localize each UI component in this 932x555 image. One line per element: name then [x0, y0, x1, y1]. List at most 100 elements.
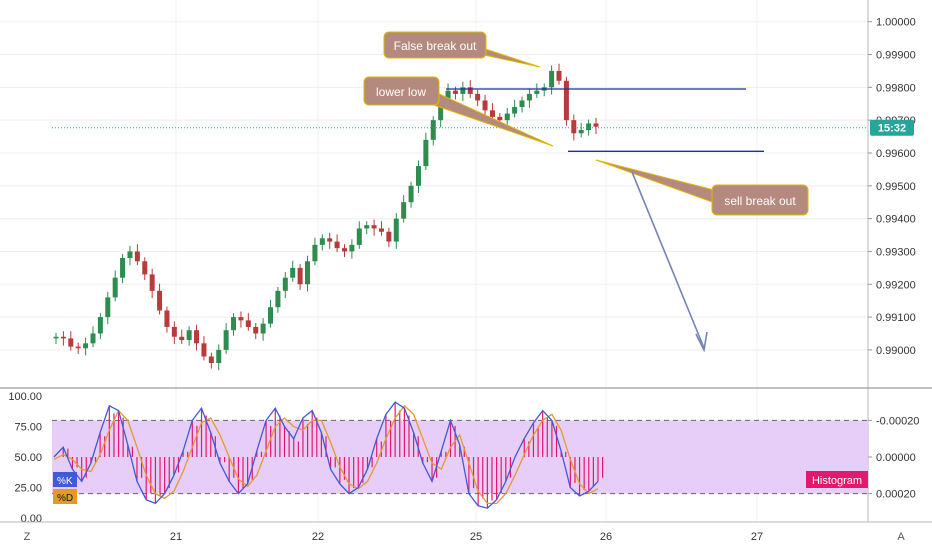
candle-body	[297, 267, 303, 285]
candle-body	[526, 93, 532, 101]
candle-body	[60, 336, 66, 339]
candle-body	[467, 87, 473, 94]
time-tick-label: 27	[751, 531, 763, 543]
candle-body	[142, 261, 148, 275]
candle-body	[504, 113, 510, 121]
stoch-k-line	[53, 401, 599, 509]
candle-body	[186, 330, 192, 341]
candle-body	[393, 218, 399, 242]
price-tick-label: 0.99800	[876, 82, 916, 94]
candle-body	[282, 277, 288, 291]
candle-body	[90, 333, 96, 344]
candle-body	[593, 123, 599, 127]
candle-body	[112, 277, 118, 298]
candle-body	[534, 90, 540, 94]
candle-body	[341, 248, 347, 252]
candle-body	[134, 251, 140, 262]
candle-body	[194, 330, 200, 344]
legend-d-swatch[interactable]	[53, 489, 77, 504]
callout-sell-break-text: sell break out	[724, 194, 796, 208]
candle-body	[305, 261, 311, 285]
candles	[53, 63, 599, 371]
candle-body	[445, 90, 451, 101]
price-tick-label: 1.00000	[876, 17, 916, 29]
candle-body	[157, 290, 163, 311]
candle-body	[512, 107, 518, 114]
candle-body	[127, 251, 133, 258]
callout-sell-break-box[interactable]	[711, 184, 809, 216]
price-tick-label: 0.99600	[876, 148, 916, 160]
candle-body	[415, 166, 421, 186]
candle-body	[497, 116, 503, 121]
osc-tick-label: 100.00	[8, 391, 42, 403]
price-tick-label: 0.99000	[876, 345, 916, 357]
projection-arrow-head	[695, 331, 708, 353]
candle-body	[349, 244, 355, 252]
candle-body	[223, 330, 229, 350]
candle-body	[245, 320, 251, 327]
time-tick-label: 26	[600, 531, 612, 543]
stoch-d-line	[53, 404, 599, 505]
osc-tick-label: 50.00	[14, 452, 42, 464]
candle-body	[549, 70, 555, 88]
candle-body	[571, 120, 577, 134]
callout-lower-low-text: lower low	[376, 85, 426, 99]
osc-tick-label: 0.00	[21, 513, 42, 525]
candle-body	[120, 258, 126, 278]
price-axis-ticks: 1.000000.999000.998000.997000.996000.995…	[868, 17, 916, 357]
candle-body	[563, 80, 569, 121]
legend-k-label: %K	[57, 476, 73, 487]
candle-body	[53, 336, 59, 339]
candle-body	[231, 317, 237, 331]
callout-pointer-sell-break	[595, 159, 715, 203]
price-axis-area[interactable]	[868, 0, 932, 388]
candle-body	[460, 87, 466, 94]
candle-body	[312, 244, 318, 262]
candle-body	[275, 290, 281, 308]
candle-body	[386, 231, 392, 242]
candle-body	[319, 238, 325, 245]
candle-body	[438, 100, 444, 121]
current-price-badge	[870, 119, 914, 136]
candle-body	[83, 343, 89, 349]
candle-body	[75, 346, 81, 349]
candle-body	[586, 123, 592, 130]
time-tick-label: 25	[470, 531, 482, 543]
candle-body	[68, 338, 74, 347]
candle-body	[356, 228, 362, 245]
candle-body	[452, 90, 458, 94]
time-tick-label: 21	[170, 531, 182, 543]
candle-body	[179, 336, 185, 341]
osc-right-tick-label: -0.00020	[876, 415, 919, 427]
candle-body	[578, 130, 584, 134]
candle-body	[489, 110, 495, 117]
callout-lower-low-box[interactable]	[363, 76, 440, 106]
candle-body	[268, 307, 274, 324]
candle-body	[327, 238, 333, 242]
price-tick-label: 0.99500	[876, 181, 916, 193]
candle-body	[408, 185, 414, 203]
oscillator-pane: 100.00 75.00 50.00 25.00 0.00 0.00020 0.00000 -…	[8, 391, 919, 525]
price-tick-label: 0.99200	[876, 279, 916, 291]
candle-body	[260, 323, 266, 334]
time-axis-left-button[interactable]: Z	[24, 531, 31, 543]
osc-right-tick-label: 0.00000	[876, 452, 916, 464]
histogram-badge[interactable]	[806, 471, 868, 488]
candle-body	[556, 70, 562, 81]
callout-false-break-box[interactable]	[383, 31, 487, 59]
candle-body	[430, 120, 436, 140]
legend-k-swatch[interactable]	[53, 472, 77, 487]
callout-false-break-text: False break out	[394, 39, 477, 53]
candle-body	[364, 225, 370, 229]
candle-body	[238, 317, 244, 321]
time-tick-label: 22	[312, 531, 324, 543]
candle-body	[401, 202, 407, 219]
price-tick-label: 0.99300	[876, 246, 916, 258]
osc-tick-label: 25.00	[14, 483, 42, 495]
projection-arrow[interactable]	[631, 171, 705, 349]
candle-body	[208, 356, 214, 364]
candle-body	[105, 297, 111, 318]
time-axis-right-button[interactable]: A	[897, 531, 905, 543]
